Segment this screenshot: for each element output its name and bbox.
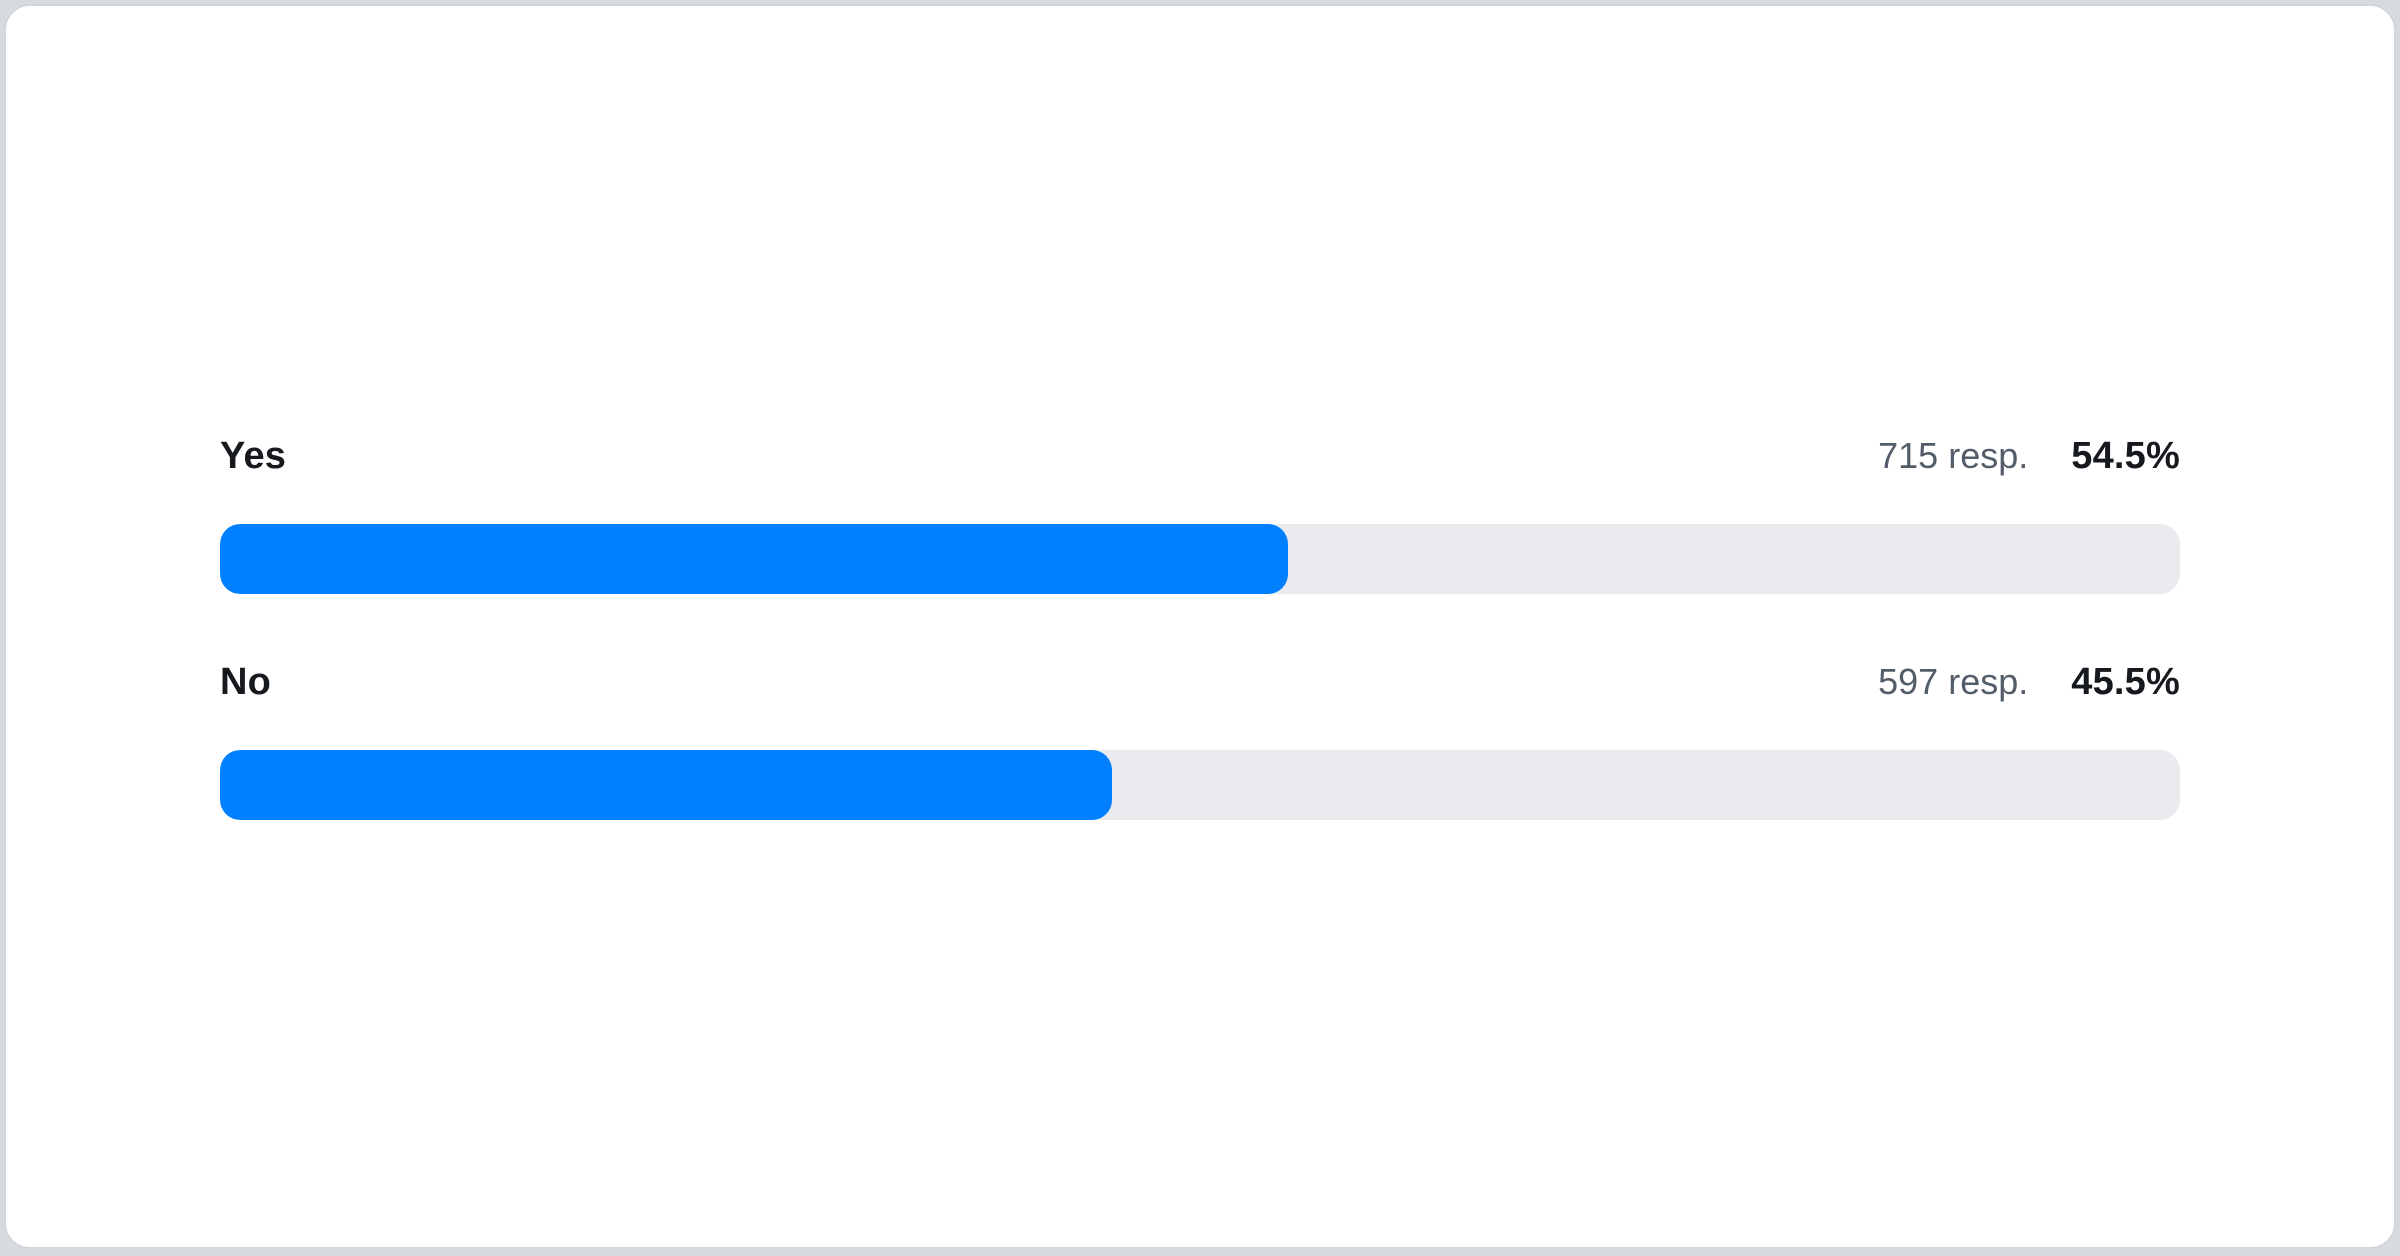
percent-value: 45.5% <box>2071 661 2180 703</box>
response-count: 597 resp. <box>1878 661 2029 702</box>
poll-results-list: Yes 715 resp. 54.5% No 597 resp. 45.5% <box>6 433 2394 820</box>
poll-option-row-yes: Yes 715 resp. 54.5% <box>220 433 2180 594</box>
row-stats: 715 resp. 54.5% <box>1878 433 2180 479</box>
poll-results-card: Yes 715 resp. 54.5% No 597 resp. 45.5% <box>4 4 2396 1249</box>
poll-row-header: Yes 715 resp. 54.5% <box>220 433 2180 479</box>
progress-track <box>220 750 2180 820</box>
row-stats: 597 resp. 45.5% <box>1878 659 2180 705</box>
percent-value: 54.5% <box>2071 435 2180 477</box>
progress-track <box>220 524 2180 594</box>
option-label: Yes <box>220 435 287 477</box>
response-count: 715 resp. <box>1878 435 2029 476</box>
poll-option-row-no: No 597 resp. 45.5% <box>220 659 2180 820</box>
progress-fill <box>220 524 1289 594</box>
progress-fill <box>220 750 1112 820</box>
poll-row-header: No 597 resp. 45.5% <box>220 659 2180 705</box>
option-label: No <box>220 661 272 703</box>
